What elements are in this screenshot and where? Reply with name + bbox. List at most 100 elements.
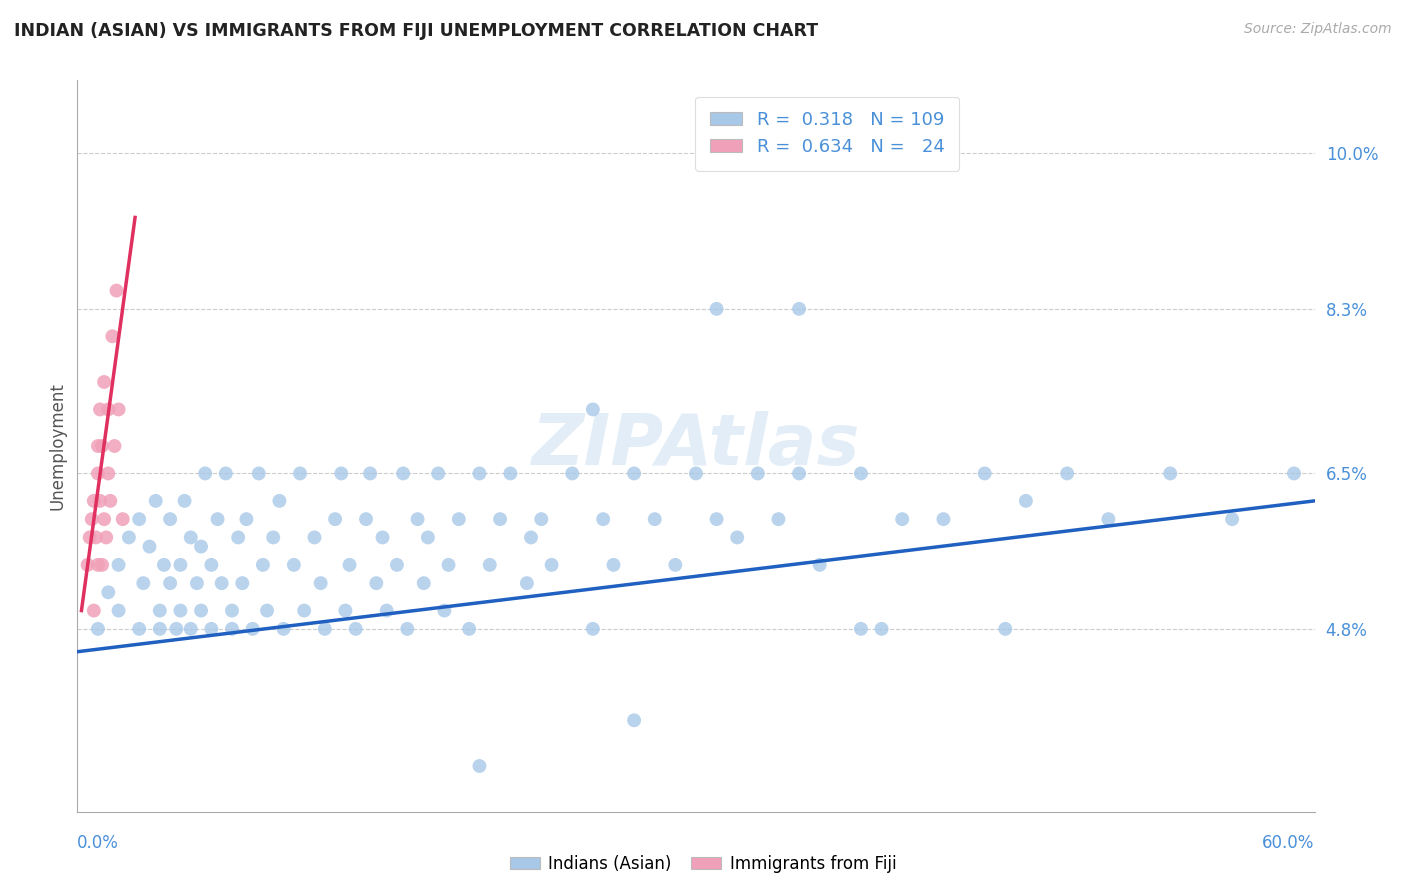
Point (242, 622, 264, 636)
Point (664, 558, 686, 572)
Point (516, 576, 538, 591)
Point (787, 301, 810, 316)
Point (180, 530, 202, 544)
Point (221, 603, 243, 617)
Point (132, 576, 155, 591)
Point (891, 512, 914, 526)
Point (478, 558, 501, 572)
Point (231, 576, 253, 591)
Point (107, 402, 129, 417)
Point (706, 512, 728, 526)
Point (262, 530, 284, 544)
Point (849, 622, 872, 636)
Point (623, 467, 645, 481)
Point (87, 558, 110, 572)
Text: Source: ZipAtlas.com: Source: ZipAtlas.com (1244, 22, 1392, 37)
Point (103, 439, 125, 453)
Text: ZIPAtlas: ZIPAtlas (531, 411, 860, 481)
Legend: R =  0.318   N = 109, R =  0.634   N =   24: R = 0.318 N = 109, R = 0.634 N = 24 (696, 96, 959, 170)
Point (226, 530, 249, 544)
Point (83, 603, 105, 617)
Point (149, 622, 172, 636)
Point (87, 467, 110, 481)
Point (76, 558, 98, 572)
Point (153, 558, 176, 572)
Point (118, 530, 141, 544)
Point (392, 467, 415, 481)
Point (808, 558, 831, 572)
Point (489, 512, 512, 526)
Point (1015, 494, 1038, 508)
Point (468, 467, 491, 481)
Text: INDIAN (ASIAN) VS IMMIGRANTS FROM FIJI UNEMPLOYMENT CORRELATION CHART: INDIAN (ASIAN) VS IMMIGRANTS FROM FIJI U… (14, 22, 818, 40)
Point (344, 622, 367, 636)
Point (468, 759, 491, 773)
Point (215, 467, 238, 481)
Point (87, 622, 110, 636)
Point (623, 714, 645, 728)
Point (165, 622, 187, 636)
Point (561, 467, 583, 481)
Point (304, 530, 326, 544)
Point (97, 402, 120, 417)
Point (354, 512, 377, 526)
Point (849, 467, 872, 481)
Point (97, 585, 120, 599)
Point (89, 402, 111, 417)
Point (406, 512, 429, 526)
Point (91, 558, 114, 572)
Point (186, 576, 208, 591)
Point (128, 512, 150, 526)
Point (1220, 512, 1243, 526)
Point (932, 512, 955, 526)
Point (194, 467, 217, 481)
Y-axis label: Unemployment: Unemployment (48, 382, 66, 510)
Point (685, 467, 707, 481)
Point (1159, 467, 1181, 481)
Point (499, 467, 522, 481)
Point (725, 530, 748, 544)
Point (359, 467, 381, 481)
Point (292, 603, 315, 617)
Point (323, 512, 346, 526)
Point (973, 467, 995, 481)
Point (644, 512, 666, 526)
Point (89, 494, 111, 508)
Legend: Indians (Asian), Immigrants from Fiji: Indians (Asian), Immigrants from Fiji (503, 848, 903, 880)
Point (221, 622, 243, 636)
Point (235, 512, 257, 526)
Point (396, 622, 419, 636)
Point (169, 558, 191, 572)
Point (1282, 467, 1305, 481)
Point (433, 603, 456, 617)
Point (706, 301, 728, 316)
Point (314, 622, 336, 636)
Point (366, 576, 388, 591)
Point (111, 512, 134, 526)
Point (169, 603, 191, 617)
Point (1056, 467, 1078, 481)
Text: 60.0%: 60.0% (1263, 834, 1315, 852)
Point (256, 603, 278, 617)
Point (269, 494, 291, 508)
Point (416, 530, 439, 544)
Point (91, 439, 114, 453)
Point (79, 530, 101, 544)
Point (330, 467, 353, 481)
Point (97, 467, 120, 481)
Point (87, 439, 110, 453)
Point (93, 512, 115, 526)
Point (173, 494, 195, 508)
Point (247, 467, 270, 481)
Point (530, 512, 553, 526)
Point (787, 467, 810, 481)
Point (83, 494, 105, 508)
Point (1097, 512, 1119, 526)
Point (93, 375, 115, 389)
Point (96, 530, 118, 544)
Point (520, 530, 543, 544)
Point (870, 622, 893, 636)
Text: 0.0%: 0.0% (77, 834, 120, 852)
Point (149, 603, 172, 617)
Point (190, 540, 212, 554)
